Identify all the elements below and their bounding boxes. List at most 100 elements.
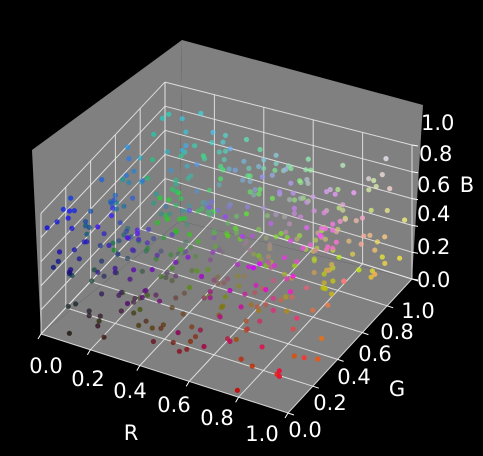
data-point xyxy=(225,220,231,226)
data-point xyxy=(186,207,192,214)
data-point xyxy=(382,260,388,266)
data-point xyxy=(366,187,372,193)
data-point xyxy=(108,213,115,219)
z-tick-label: 0.8 xyxy=(419,142,452,166)
floor-grid-line-g xyxy=(65,307,313,387)
data-point xyxy=(209,140,215,146)
z-tick-mark xyxy=(411,251,419,254)
data-point xyxy=(120,176,126,183)
z-tick-label: 1.0 xyxy=(421,111,454,135)
data-point xyxy=(73,301,79,307)
data-point xyxy=(288,238,294,244)
data-point xyxy=(330,227,336,233)
data-point xyxy=(110,205,116,211)
data-point xyxy=(292,197,298,203)
data-point xyxy=(194,268,200,274)
data-point xyxy=(218,163,224,169)
left-grid-line-b xyxy=(40,81,166,214)
y-tick-label: 0.2 xyxy=(313,391,346,415)
data-point xyxy=(256,191,262,197)
data-point xyxy=(271,262,278,269)
data-point xyxy=(195,208,201,214)
data-point xyxy=(265,254,272,260)
data-point xyxy=(234,387,240,393)
x-tick-label: 0.4 xyxy=(113,379,146,403)
z-tick-mark xyxy=(411,171,419,174)
data-point xyxy=(139,268,145,274)
data-point xyxy=(192,334,199,340)
data-point xyxy=(151,131,157,137)
data-point xyxy=(243,318,249,324)
data-point xyxy=(211,235,217,241)
data-point xyxy=(183,129,189,135)
data-point xyxy=(304,176,310,183)
left-grid-line-b xyxy=(40,129,166,262)
data-point xyxy=(115,251,121,257)
data-point xyxy=(66,330,72,336)
data-point xyxy=(261,157,267,163)
data-point xyxy=(54,219,60,225)
data-point xyxy=(139,178,146,184)
x-tick-mark xyxy=(86,349,91,356)
data-point xyxy=(179,208,185,214)
data-point xyxy=(329,291,335,297)
data-point xyxy=(125,255,131,262)
data-point xyxy=(201,295,207,301)
data-point xyxy=(252,187,258,193)
data-point xyxy=(189,324,195,330)
data-point xyxy=(212,244,219,250)
data-point xyxy=(335,186,341,193)
data-point xyxy=(181,290,187,296)
data-point xyxy=(99,291,105,297)
data-point xyxy=(173,259,179,265)
data-point xyxy=(139,294,145,300)
data-point xyxy=(222,148,229,154)
data-point xyxy=(71,247,77,253)
z-tick-mark xyxy=(411,144,419,147)
x-tick-mark xyxy=(185,381,190,387)
data-point xyxy=(97,313,103,319)
data-point xyxy=(201,156,208,162)
data-point xyxy=(118,308,124,314)
x-tick-label: 0.6 xyxy=(157,393,190,417)
data-point xyxy=(322,286,328,292)
data-point xyxy=(340,202,346,208)
data-point xyxy=(238,356,244,362)
data-point xyxy=(242,241,248,247)
data-point xyxy=(224,231,230,237)
data-point xyxy=(249,363,255,369)
data-point xyxy=(283,166,289,172)
back-grid-line-b xyxy=(164,178,413,253)
data-point xyxy=(175,251,181,257)
data-point xyxy=(256,163,262,170)
data-point xyxy=(169,232,175,238)
data-point xyxy=(173,229,179,235)
data-point xyxy=(291,210,297,217)
data-point xyxy=(356,267,362,273)
data-point xyxy=(263,235,269,241)
data-point xyxy=(383,156,389,162)
z-tick-label: 0.4 xyxy=(417,202,450,226)
x-tick-mark xyxy=(235,396,240,403)
data-point xyxy=(337,218,343,224)
data-point xyxy=(257,318,263,324)
data-point xyxy=(150,157,156,163)
data-point xyxy=(246,264,252,270)
data-point xyxy=(257,261,263,267)
data-point xyxy=(270,307,276,313)
data-point xyxy=(95,269,101,275)
y-tick-mark xyxy=(362,332,369,336)
data-point xyxy=(112,192,118,198)
data-point xyxy=(313,237,319,243)
data-point xyxy=(253,282,259,288)
data-point xyxy=(149,267,155,273)
data-point xyxy=(289,294,295,300)
left-grid-line-b xyxy=(40,154,166,287)
data-point xyxy=(99,258,105,264)
data-point xyxy=(325,267,331,273)
data-point xyxy=(151,200,157,206)
data-point xyxy=(205,267,211,273)
data-point xyxy=(402,217,408,223)
data-point xyxy=(288,180,294,186)
data-point xyxy=(173,181,179,187)
